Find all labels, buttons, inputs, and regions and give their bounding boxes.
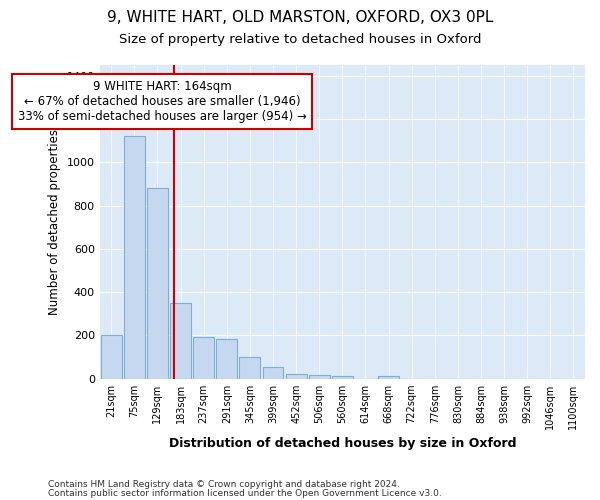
Bar [263,366,283,378]
Bar [309,374,329,378]
Text: 9, WHITE HART, OLD MARSTON, OXFORD, OX3 0PL: 9, WHITE HART, OLD MARSTON, OXFORD, OX3 … [107,10,493,25]
Bar [217,338,237,378]
Bar [147,188,168,378]
Bar [170,303,191,378]
X-axis label: Distribution of detached houses by size in Oxford: Distribution of detached houses by size … [169,437,516,450]
Bar [101,336,122,378]
Bar [378,376,399,378]
Y-axis label: Number of detached properties: Number of detached properties [48,129,61,315]
Bar [239,357,260,378]
Text: Contains public sector information licensed under the Open Government Licence v3: Contains public sector information licen… [48,490,442,498]
Bar [286,374,307,378]
Bar [124,136,145,378]
Bar [332,376,353,378]
Text: 9 WHITE HART: 164sqm
← 67% of detached houses are smaller (1,946)
33% of semi-de: 9 WHITE HART: 164sqm ← 67% of detached h… [17,80,307,123]
Bar [193,338,214,378]
Text: Contains HM Land Registry data © Crown copyright and database right 2024.: Contains HM Land Registry data © Crown c… [48,480,400,489]
Text: Size of property relative to detached houses in Oxford: Size of property relative to detached ho… [119,32,481,46]
